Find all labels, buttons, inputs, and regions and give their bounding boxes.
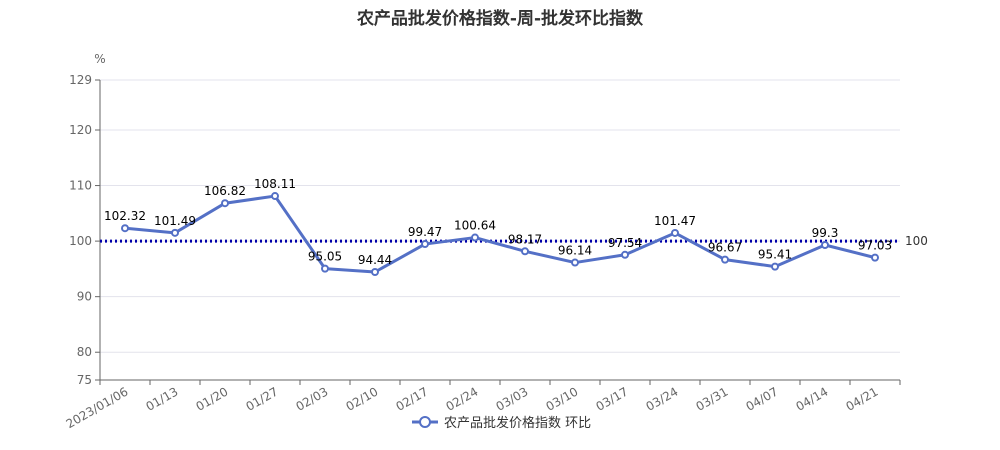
data-point <box>721 255 729 264</box>
data-point <box>321 264 329 273</box>
data-label: 96.14 <box>558 244 592 258</box>
y-tick-label: 75 <box>77 373 92 387</box>
x-tick-label: 03/03 <box>494 384 531 413</box>
data-point <box>471 233 479 242</box>
data-label: 97.03 <box>858 239 892 253</box>
data-point <box>671 228 679 237</box>
data-point <box>871 253 879 262</box>
series-line <box>124 194 876 274</box>
x-tick-label: 02/24 <box>444 384 481 413</box>
data-label: 95.05 <box>308 250 342 264</box>
data-label: 99.47 <box>408 225 442 239</box>
data-point <box>171 228 179 237</box>
x-tick-label: 04/14 <box>794 384 831 413</box>
reference-line-label: 100 <box>905 234 928 248</box>
x-tick-label: 03/10 <box>544 384 581 413</box>
x-tick-label: 03/31 <box>694 384 731 413</box>
y-tick-label: 100 <box>69 234 92 248</box>
data-point <box>371 268 379 276</box>
data-point <box>521 247 529 256</box>
x-tick-label: 04/21 <box>844 384 881 413</box>
y-tick-label: 129 <box>69 73 92 87</box>
data-label: 96.67 <box>708 241 742 255</box>
x-tick-label: 04/07 <box>744 384 781 413</box>
x-tick-label: 01/27 <box>244 384 281 413</box>
x-tick-label: 03/24 <box>644 384 681 413</box>
y-axis-unit-label: % <box>94 52 105 66</box>
x-tick-label: 02/17 <box>394 384 431 413</box>
chart-title: 农产品批发价格指数-周-批发环比指数 <box>356 9 644 29</box>
data-label: 95.41 <box>758 248 792 262</box>
data-label: 106.82 <box>204 184 246 198</box>
data-label: 100.64 <box>454 219 496 233</box>
data-label: 108.11 <box>254 177 296 191</box>
data-label: 98.17 <box>508 232 542 246</box>
data-point <box>421 240 429 249</box>
legend-marker <box>419 416 431 428</box>
data-point <box>121 224 129 233</box>
data-point <box>271 192 279 201</box>
x-tick-label: 01/20 <box>194 384 231 413</box>
data-point <box>221 199 229 208</box>
x-tick-label: 01/13 <box>144 384 181 413</box>
y-tick-label: 110 <box>69 179 92 193</box>
data-point <box>571 258 579 267</box>
x-tick-label: 03/17 <box>594 384 631 413</box>
data-label: 94.44 <box>358 253 392 267</box>
data-label: 97.54 <box>608 236 642 250</box>
x-tick-label: 02/10 <box>344 384 381 413</box>
y-tick-label: 90 <box>77 290 92 304</box>
x-tick-label: 02/03 <box>294 384 331 413</box>
x-tick-label: 2023/01/06 <box>64 384 131 431</box>
data-point <box>771 262 779 271</box>
data-label: 101.47 <box>654 214 696 228</box>
y-tick-label: 120 <box>69 123 92 137</box>
data-point <box>621 250 629 259</box>
y-tick-label: 80 <box>77 345 92 359</box>
data-point <box>821 241 829 249</box>
legend-label: 农产品批发价格指数 环比 <box>444 415 591 431</box>
data-label: 99.3 <box>812 226 839 240</box>
data-label: 101.49 <box>154 214 196 228</box>
data-label: 102.32 <box>104 209 146 223</box>
